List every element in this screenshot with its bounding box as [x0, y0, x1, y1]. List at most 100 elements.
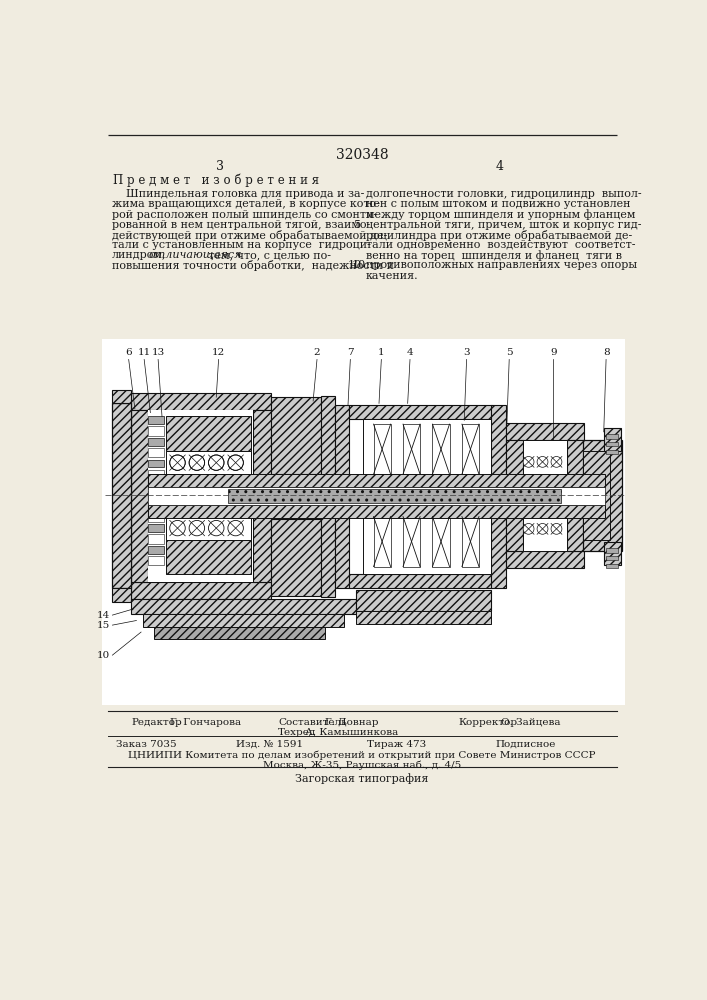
Text: Техред: Техред: [279, 728, 317, 737]
Text: О. Зайцева: О. Зайцева: [501, 718, 560, 727]
Text: роцилиндра при отжиме обрабатываемой де-: роцилиндра при отжиме обрабатываемой де-: [366, 230, 632, 241]
Text: Шпиндельная головка для привода и за-: Шпиндельная головка для привода и за-: [112, 189, 364, 199]
Circle shape: [228, 520, 243, 536]
Text: 12: 12: [212, 348, 226, 357]
Bar: [349, 405, 492, 419]
Bar: [148, 491, 163, 500]
Bar: [148, 416, 163, 424]
Bar: [506, 551, 583, 568]
Bar: [356, 611, 491, 624]
Bar: [148, 524, 163, 532]
Bar: [148, 438, 163, 446]
Text: Заказ 7035: Заказ 7035: [115, 740, 176, 749]
Bar: [373, 424, 391, 474]
Text: Тираж 473: Тираж 473: [368, 740, 426, 749]
Bar: [148, 505, 605, 518]
Text: Подписное: Подписное: [495, 740, 556, 749]
Bar: [606, 548, 619, 553]
Bar: [604, 428, 621, 451]
Text: нен с полым штоком и подвижно установлен: нен с полым штоком и подвижно установлен: [366, 199, 631, 209]
Text: 1: 1: [378, 348, 385, 357]
Text: отличающаяся: отличающаяся: [148, 250, 242, 260]
Bar: [271, 397, 321, 474]
Bar: [148, 546, 163, 554]
Circle shape: [209, 520, 224, 536]
Bar: [583, 440, 621, 551]
Bar: [166, 451, 251, 540]
Text: 10: 10: [97, 651, 110, 660]
Bar: [166, 540, 251, 574]
Bar: [403, 424, 420, 474]
Text: 4: 4: [495, 160, 503, 173]
Text: 10: 10: [352, 260, 366, 270]
Bar: [166, 416, 251, 451]
Bar: [148, 410, 253, 582]
Text: Г. Гончарова: Г. Гончарова: [170, 718, 241, 727]
Circle shape: [209, 455, 224, 470]
Bar: [228, 489, 561, 503]
Bar: [506, 423, 583, 440]
Bar: [148, 481, 163, 489]
Bar: [131, 393, 271, 410]
Text: 7: 7: [347, 348, 354, 357]
Circle shape: [537, 523, 548, 534]
Text: действующей при отжиме обрабатываемой де-: действующей при отжиме обрабатываемой де…: [112, 230, 387, 241]
Bar: [606, 442, 619, 446]
Bar: [491, 405, 506, 588]
Text: 4: 4: [407, 348, 414, 357]
Bar: [271, 519, 321, 596]
Text: 2: 2: [314, 348, 320, 357]
Bar: [148, 470, 163, 479]
Bar: [433, 424, 450, 474]
Circle shape: [170, 455, 185, 470]
Text: 15: 15: [97, 621, 110, 630]
Bar: [253, 410, 271, 582]
Bar: [148, 460, 163, 467]
Text: Москва, Ж-35, Раушская наб., д. 4/5: Москва, Ж-35, Раушская наб., д. 4/5: [263, 761, 461, 770]
Text: центральной тяги, причем, шток и корпус гид-: центральной тяги, причем, шток и корпус …: [366, 220, 641, 230]
Text: 6: 6: [125, 348, 132, 357]
Bar: [523, 484, 566, 507]
Text: Г. Довнар: Г. Довнар: [325, 718, 378, 727]
Bar: [606, 556, 619, 560]
Circle shape: [537, 456, 548, 467]
Circle shape: [551, 456, 562, 467]
Bar: [148, 448, 163, 457]
Bar: [148, 474, 605, 487]
Text: тали с установленным на корпусе  гидроци-: тали с установленным на корпусе гидроци-: [112, 240, 370, 250]
Bar: [403, 517, 420, 567]
Circle shape: [228, 455, 243, 470]
Text: 5: 5: [354, 220, 361, 230]
Bar: [143, 614, 344, 627]
Bar: [131, 582, 271, 599]
Bar: [335, 405, 349, 588]
Text: Изд. № 1591: Изд. № 1591: [235, 740, 303, 749]
Circle shape: [523, 523, 534, 534]
Text: 320348: 320348: [336, 148, 388, 162]
Bar: [112, 403, 131, 588]
Text: жима вращающихся деталей, в корпусе кото-: жима вращающихся деталей, в корпусе кото…: [112, 199, 380, 209]
Text: долгопечности головки, гидроцилиндр  выпол-: долгопечности головки, гидроцилиндр выпо…: [366, 189, 641, 199]
Bar: [148, 503, 163, 510]
Bar: [148, 513, 163, 522]
Bar: [349, 574, 492, 588]
Text: 13: 13: [151, 348, 165, 357]
Bar: [462, 424, 479, 474]
Bar: [154, 627, 325, 639]
Text: между торцом шпинделя и упорным фланцем: между торцом шпинделя и упорным фланцем: [366, 210, 635, 220]
Bar: [462, 517, 479, 567]
Text: противоположных направлениях через опоры: противоположных направлениях через опоры: [366, 260, 637, 270]
Bar: [433, 517, 450, 567]
Bar: [112, 389, 131, 403]
Circle shape: [189, 520, 204, 536]
Text: Редактор: Редактор: [131, 718, 182, 727]
Bar: [606, 434, 619, 439]
Bar: [148, 556, 163, 565]
Bar: [604, 542, 621, 565]
Bar: [523, 507, 566, 551]
Bar: [131, 410, 148, 582]
Text: 8: 8: [603, 348, 609, 357]
Bar: [148, 534, 163, 544]
Bar: [363, 511, 491, 574]
Bar: [321, 396, 335, 597]
